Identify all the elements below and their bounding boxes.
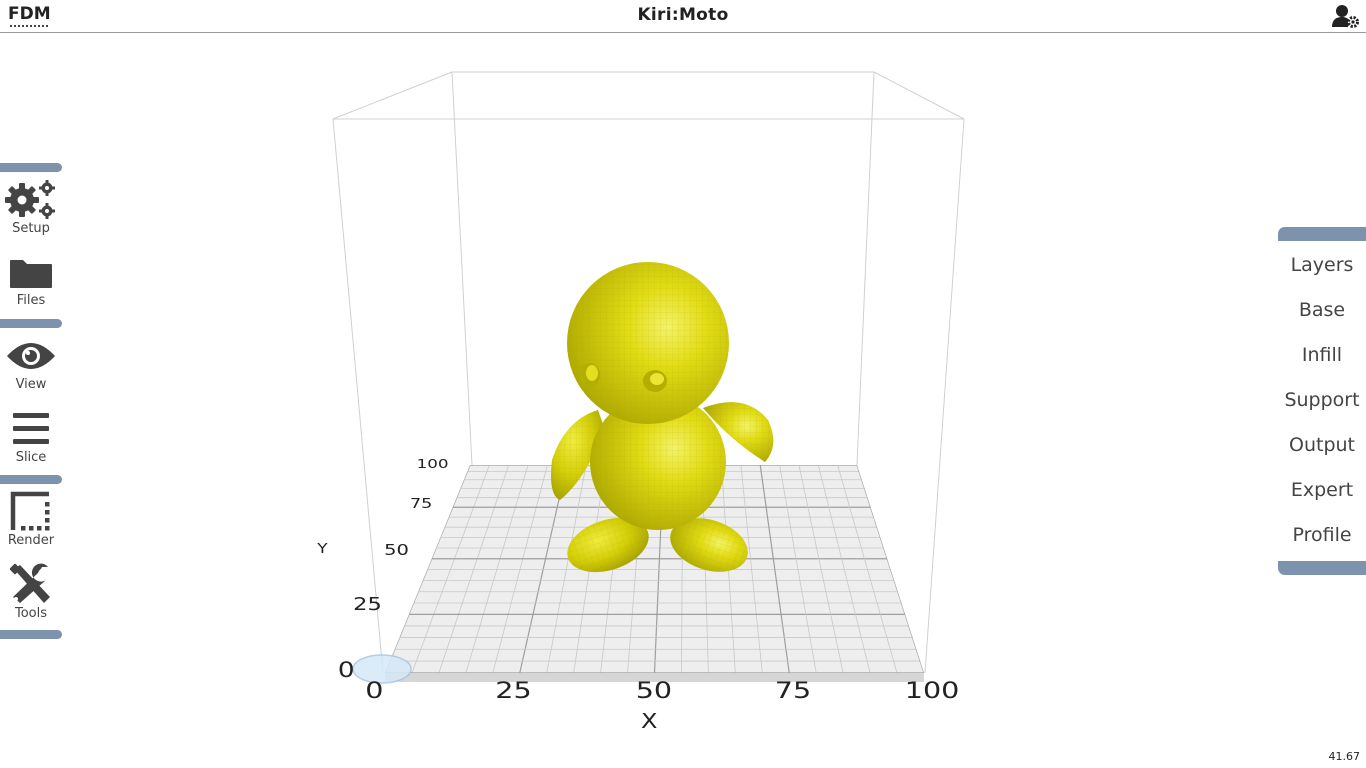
slice-label: Slice bbox=[15, 450, 47, 465]
panel-separator bbox=[1278, 227, 1366, 241]
3d-viewport[interactable]: 0 25 50 75 100 X 0 25 50 75 100 Y bbox=[0, 33, 1366, 768]
x-tick-0: 0 bbox=[365, 678, 383, 704]
gears-icon bbox=[5, 180, 55, 219]
3d-model[interactable] bbox=[551, 262, 774, 582]
files-label: Files bbox=[16, 293, 46, 308]
menu-expert[interactable]: Expert bbox=[1290, 479, 1354, 501]
grid-line bbox=[438, 465, 510, 673]
tools-button[interactable]: Tools bbox=[0, 563, 62, 633]
mode-underline bbox=[10, 25, 48, 27]
y-tick-50: 50 bbox=[384, 542, 409, 559]
grid-line bbox=[798, 465, 844, 673]
grid-line bbox=[492, 465, 548, 673]
y-tick-75: 75 bbox=[410, 496, 432, 511]
y-tick-25: 25 bbox=[353, 593, 382, 614]
grid-line bbox=[837, 465, 898, 673]
toolbar-separator bbox=[0, 163, 62, 172]
view-label: View bbox=[15, 377, 47, 392]
grid-line bbox=[546, 465, 587, 673]
toolbar-separator bbox=[0, 475, 62, 484]
menu-output[interactable]: Output bbox=[1289, 434, 1355, 456]
top-bar: FDM Kiri:Moto bbox=[0, 0, 1366, 33]
grid-line bbox=[411, 465, 490, 673]
tools-label: Tools bbox=[14, 606, 48, 621]
setup-button[interactable]: Setup bbox=[0, 174, 62, 244]
y-axis-labels: 0 25 50 75 100 Y bbox=[316, 457, 448, 682]
build-plate bbox=[385, 465, 924, 682]
grid-line bbox=[465, 465, 529, 673]
render-button[interactable]: Render bbox=[0, 490, 62, 560]
panel-separator bbox=[1278, 561, 1366, 575]
tools-icon bbox=[9, 563, 50, 603]
eye-icon bbox=[7, 343, 55, 369]
x-tick-75: 75 bbox=[775, 678, 811, 704]
files-button[interactable]: Files bbox=[0, 252, 62, 322]
y-tick-0: 0 bbox=[338, 658, 355, 683]
y-axis-title: Y bbox=[316, 541, 328, 557]
folder-icon bbox=[10, 260, 52, 288]
bars-icon bbox=[13, 413, 49, 444]
render-label: Render bbox=[7, 533, 55, 548]
border-style-icon bbox=[10, 491, 50, 531]
origin-marker bbox=[352, 654, 412, 684]
user-settings-button[interactable] bbox=[1332, 3, 1360, 29]
toolbar-separator bbox=[0, 319, 62, 328]
build-volume bbox=[332, 71, 965, 674]
x-axis-labels: 0 25 50 75 100 X bbox=[365, 678, 959, 733]
menu-base[interactable]: Base bbox=[1298, 299, 1346, 321]
toolbar-separator bbox=[0, 630, 62, 639]
mode-selector[interactable]: FDM bbox=[8, 4, 51, 24]
x-tick-25: 25 bbox=[495, 678, 531, 704]
menu-layers[interactable]: Layers bbox=[1290, 254, 1354, 276]
x-tick-100: 100 bbox=[905, 678, 960, 704]
grid-line bbox=[519, 465, 568, 673]
x-axis-title: X bbox=[641, 710, 657, 734]
grid-line bbox=[779, 465, 817, 673]
grid-line bbox=[817, 465, 871, 673]
fps-counter: 41.67 bbox=[1328, 750, 1361, 763]
slice-button[interactable]: Slice bbox=[0, 410, 62, 480]
view-button[interactable]: View bbox=[0, 336, 62, 406]
grid-line bbox=[740, 465, 763, 673]
menu-support[interactable]: Support bbox=[1284, 389, 1360, 411]
setup-label: Setup bbox=[12, 221, 50, 236]
menu-infill[interactable]: Infill bbox=[1301, 344, 1343, 366]
user-cog-icon bbox=[1332, 5, 1359, 28]
y-tick-100: 100 bbox=[417, 457, 449, 471]
menu-profile[interactable]: Profile bbox=[1292, 524, 1352, 546]
x-tick-50: 50 bbox=[636, 678, 672, 704]
app-title: Kiri:Moto bbox=[637, 5, 729, 25]
grid-line bbox=[759, 465, 790, 673]
